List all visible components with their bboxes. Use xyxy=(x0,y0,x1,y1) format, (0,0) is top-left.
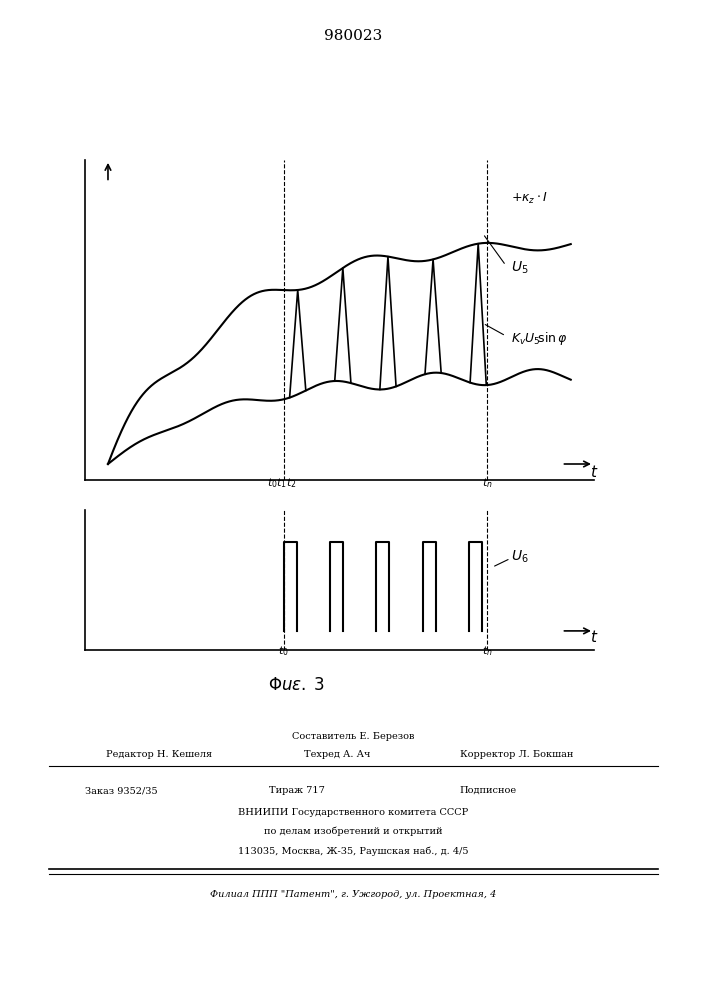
Text: $t_0$: $t_0$ xyxy=(279,644,289,658)
Text: $t_n$: $t_n$ xyxy=(482,644,493,658)
Text: Редактор Н. Кешеля: Редактор Н. Кешеля xyxy=(106,750,212,759)
Text: $t$: $t$ xyxy=(590,629,598,645)
Text: $+\kappa_z \cdot I$: $+\kappa_z \cdot I$ xyxy=(510,191,547,206)
Text: 980023: 980023 xyxy=(325,29,382,43)
Text: $\Phi u\varepsilon.\;3$: $\Phi u\varepsilon.\;3$ xyxy=(269,677,325,694)
Text: Подписное: Подписное xyxy=(460,786,517,795)
Text: ВНИИПИ Государственного комитета СССР: ВНИИПИ Государственного комитета СССР xyxy=(238,808,469,817)
Text: Филиал ППП "Патент", г. Ужгород, ул. Проектная, 4: Филиал ППП "Патент", г. Ужгород, ул. Про… xyxy=(210,890,497,899)
Text: Техред А. Ач: Техред А. Ач xyxy=(304,750,370,759)
Text: Заказ 9352/35: Заказ 9352/35 xyxy=(85,786,158,795)
Text: Составитель Е. Березов: Составитель Е. Березов xyxy=(292,732,415,741)
Text: $t_0 t_1 t_2$: $t_0 t_1 t_2$ xyxy=(267,476,296,490)
Text: 113035, Москва, Ж-35, Раушская наб., д. 4/5: 113035, Москва, Ж-35, Раушская наб., д. … xyxy=(238,847,469,856)
Text: $U_5$: $U_5$ xyxy=(510,260,528,276)
Text: $t_n$: $t_n$ xyxy=(482,476,493,490)
Text: Корректор Л. Бокшан: Корректор Л. Бокшан xyxy=(460,750,573,759)
Text: Тираж 717: Тираж 717 xyxy=(269,786,325,795)
Text: $t$: $t$ xyxy=(590,464,598,480)
Text: $U_6$: $U_6$ xyxy=(510,549,528,565)
Text: $K_v U_5\!\sin\varphi$: $K_v U_5\!\sin\varphi$ xyxy=(510,330,568,347)
Text: по делам изобретений и открытий: по делам изобретений и открытий xyxy=(264,827,443,836)
